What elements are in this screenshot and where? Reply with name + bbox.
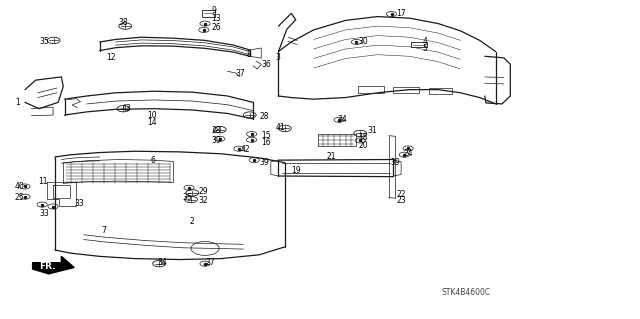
- Bar: [202, 10, 215, 17]
- Bar: [411, 42, 427, 48]
- Text: 39: 39: [211, 136, 221, 145]
- Text: 32: 32: [198, 196, 208, 205]
- Text: 26: 26: [211, 23, 221, 32]
- Text: 22: 22: [397, 190, 406, 199]
- Text: 10: 10: [148, 111, 157, 120]
- Text: 39: 39: [390, 158, 400, 167]
- Text: 27: 27: [205, 258, 214, 267]
- Text: 33: 33: [74, 199, 84, 208]
- Text: 31: 31: [368, 126, 378, 135]
- Text: 25: 25: [15, 193, 24, 202]
- Text: 33: 33: [39, 209, 49, 218]
- Text: 39: 39: [259, 158, 269, 167]
- Text: 28: 28: [259, 112, 269, 121]
- Text: 23: 23: [397, 196, 406, 205]
- Text: 4: 4: [422, 38, 427, 47]
- Text: 11: 11: [38, 177, 47, 186]
- Text: 7: 7: [102, 226, 106, 235]
- Text: 9: 9: [211, 6, 216, 15]
- Text: 41: 41: [275, 123, 285, 132]
- Text: 5: 5: [422, 44, 427, 53]
- Text: FR.: FR.: [39, 262, 56, 271]
- Bar: [429, 88, 452, 94]
- Text: 35: 35: [182, 193, 193, 202]
- Text: 15: 15: [261, 131, 271, 140]
- Text: 42: 42: [240, 145, 250, 154]
- Text: 30: 30: [358, 38, 368, 47]
- Text: 24: 24: [403, 149, 413, 158]
- Text: 6: 6: [151, 156, 156, 165]
- Text: 14: 14: [148, 118, 157, 128]
- Bar: [394, 87, 419, 93]
- Text: 1: 1: [15, 98, 19, 107]
- Text: 13: 13: [211, 14, 221, 23]
- Text: 8: 8: [246, 50, 252, 59]
- Text: 17: 17: [397, 9, 406, 18]
- Bar: [358, 86, 384, 93]
- Text: 34: 34: [157, 258, 167, 267]
- Text: 12: 12: [106, 53, 116, 62]
- Text: 21: 21: [326, 152, 336, 161]
- Text: 18: 18: [358, 133, 368, 142]
- Text: 20: 20: [358, 141, 368, 150]
- Text: 40: 40: [15, 182, 24, 191]
- Text: 37: 37: [235, 69, 245, 78]
- Text: 35: 35: [39, 38, 49, 47]
- Text: 19: 19: [291, 166, 301, 175]
- Text: 43: 43: [122, 104, 132, 113]
- Polygon shape: [33, 256, 74, 274]
- Text: 29: 29: [198, 187, 208, 197]
- Text: 3: 3: [275, 53, 280, 62]
- Text: 2: 2: [189, 217, 194, 226]
- Text: 16: 16: [261, 137, 271, 146]
- Text: STK4B4600C: STK4B4600C: [441, 288, 490, 297]
- Text: 38: 38: [119, 19, 129, 27]
- Text: 34: 34: [337, 115, 347, 124]
- Text: 36: 36: [261, 60, 271, 69]
- Text: 28: 28: [211, 126, 221, 135]
